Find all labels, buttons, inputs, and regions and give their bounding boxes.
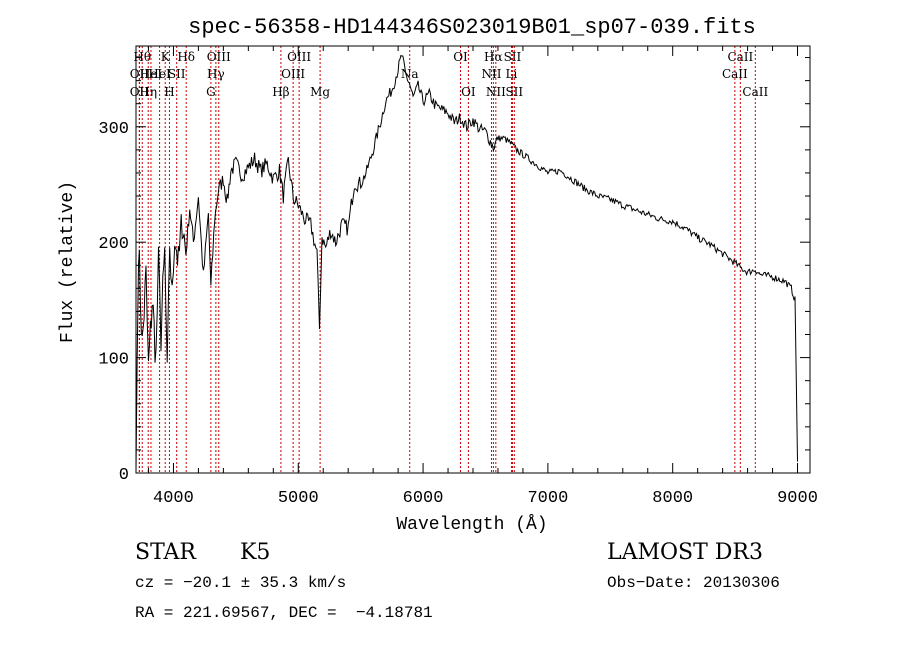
line-label-OIII: OIII (287, 50, 311, 64)
y-axis-label: Flux (relative) (58, 181, 78, 343)
line-label-G: G (206, 85, 216, 99)
line-label-OII: OII (130, 67, 150, 81)
line-label-OIII: OIII (281, 67, 305, 81)
x-tick-label-7000: 7000 (527, 489, 568, 508)
chart-title: spec-56358-HD144346S023019B01_sp07-039.f… (188, 15, 756, 40)
x-tick-label-4000: 4000 (153, 489, 194, 508)
line-label-Na: Na (401, 67, 419, 81)
line-label-SII: SII (168, 67, 186, 81)
line-label-SII: SII (505, 85, 523, 99)
line-label-HeI: HeI (148, 67, 171, 81)
spectrum-line (135, 54, 798, 471)
line-label-H: H (164, 85, 174, 99)
line-label-OII: OII (130, 85, 150, 99)
y-tick-label-0: 0 (119, 466, 129, 485)
line-label-K: K (161, 50, 171, 64)
redshift-cz: cz = −20.1 ± 35.3 km/s (135, 574, 347, 592)
line-label-Hη: Hη (139, 85, 157, 99)
line-label-Hβ: Hβ (272, 85, 289, 99)
spectrum-chart: spec-56358-HD144346S023019B01_sp07-039.f… (58, 15, 818, 535)
line-label-Hα: Hα (484, 50, 503, 64)
x-tick-label-9000: 9000 (777, 489, 818, 508)
line-label-SII: SII (504, 50, 522, 64)
ra-dec-coordinates: RA = 221.69567, DEC = −4.18781 (135, 604, 433, 622)
line-label-NII: NII (481, 67, 501, 81)
line-label-Hδ: Hδ (177, 50, 195, 64)
x-axis-label: Wavelength (Å) (396, 514, 547, 535)
line-label-Hγ: Hγ (207, 67, 225, 81)
line-label-Hθ: Hθ (133, 50, 151, 64)
y-axis: 0 100 200 300 (98, 57, 810, 485)
object-class: STAR (135, 540, 196, 565)
x-tick-label-6000: 6000 (403, 489, 444, 508)
x-tick-label-8000: 8000 (652, 489, 693, 508)
line-label-CaII: CaII (742, 85, 768, 99)
y-tick-label-200: 200 (98, 235, 129, 254)
line-markers (138, 46, 756, 473)
y-tick-label-100: 100 (98, 351, 129, 370)
line-label-CaII: CaII (722, 67, 748, 81)
line-label-Mg: Mg (310, 85, 330, 99)
spectral-subclass: K5 (240, 540, 271, 565)
line-label-OI: OI (453, 50, 468, 64)
line-label-OI: OI (461, 85, 476, 99)
x-axis: 4000 5000 6000 7000 8000 9000 (147, 46, 818, 508)
line-label-Li: Li (506, 67, 518, 81)
y-tick-label-300: 300 (98, 120, 129, 139)
x-tick-label-5000: 5000 (278, 489, 319, 508)
line-label-OIII: OIII (207, 50, 231, 64)
line-label-CaII: CaII (727, 50, 753, 64)
plot-frame (135, 45, 811, 474)
line-label-HeI: HeI (140, 67, 163, 81)
survey-name: LAMOST DR3 (607, 540, 763, 565)
observation-date: Obs−Date: 20130306 (607, 574, 780, 592)
line-label-NII: NII (486, 85, 506, 99)
